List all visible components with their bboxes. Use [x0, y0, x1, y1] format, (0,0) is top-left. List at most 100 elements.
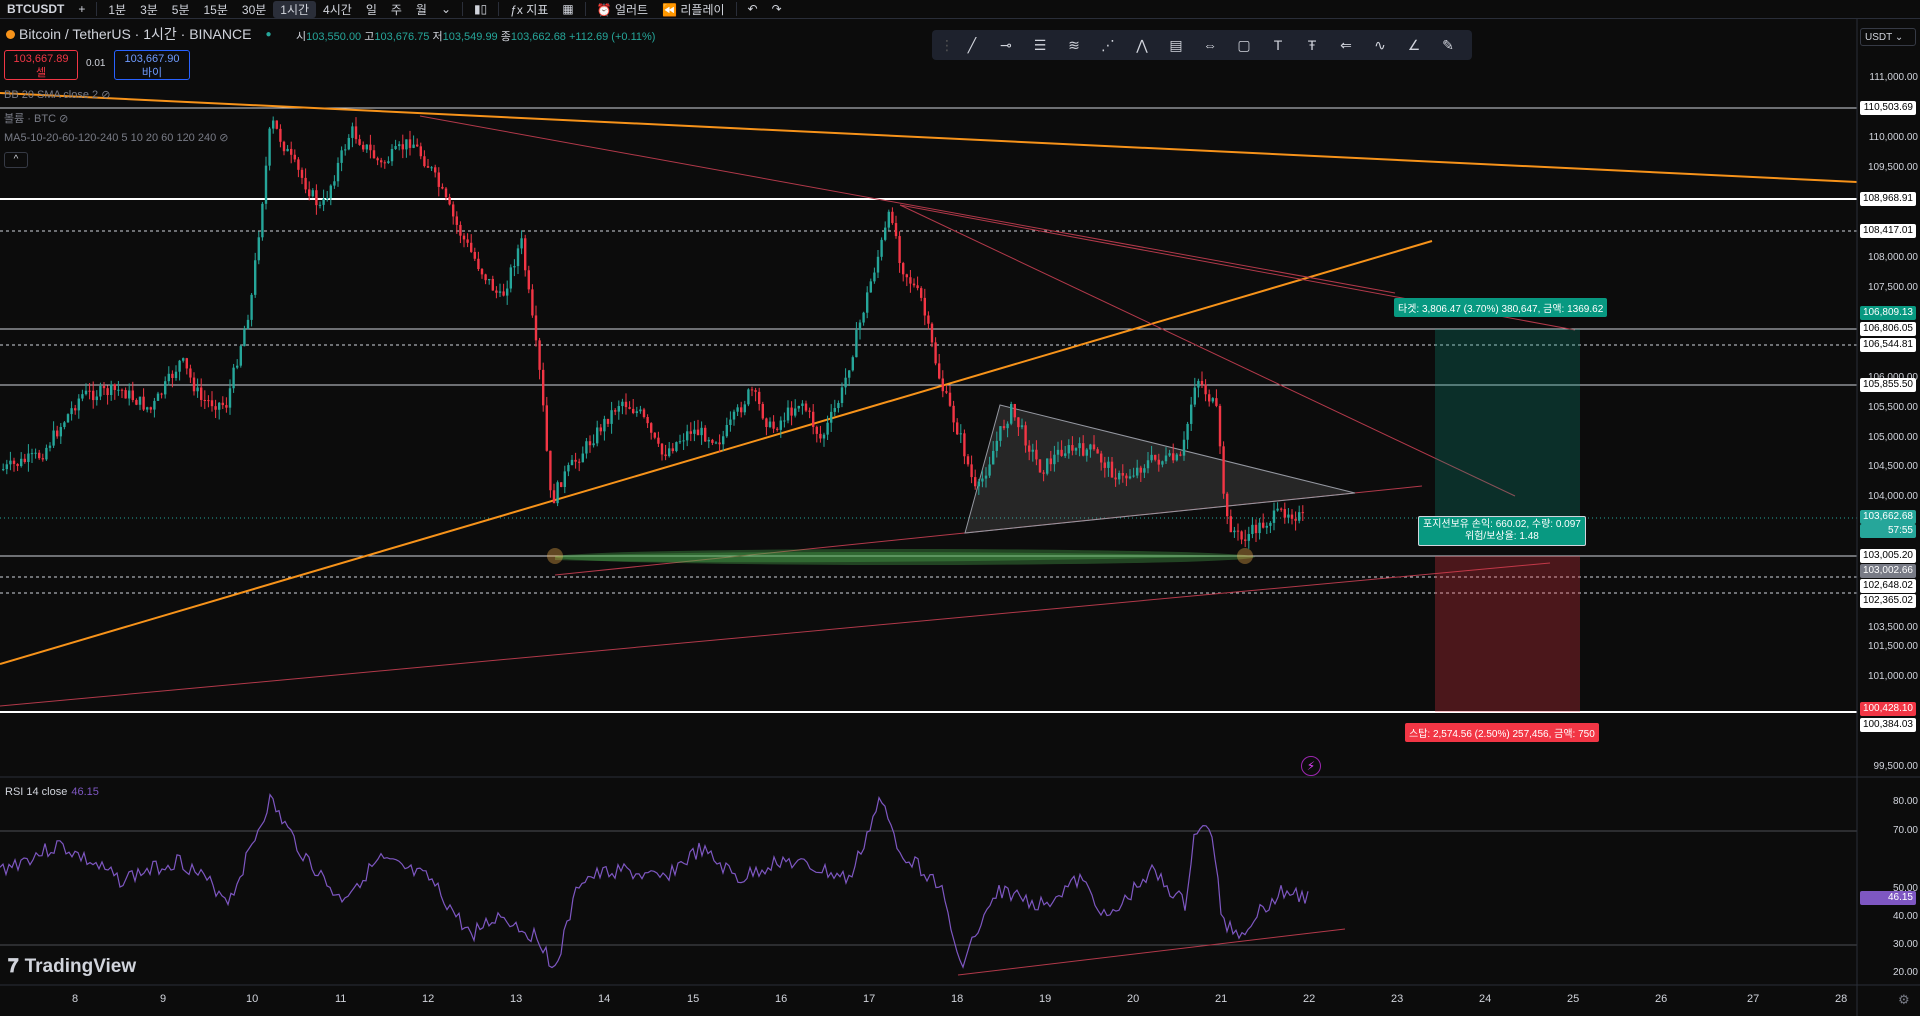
path-icon[interactable]: ∿ [1374, 36, 1386, 53]
sell-button[interactable]: 103,667.89 셀 [4, 50, 78, 80]
currency-selector[interactable]: USDT ⌄ [1860, 28, 1916, 46]
interval-1m[interactable]: 1분 [108, 2, 127, 17]
candle-body [689, 431, 692, 434]
alert-button[interactable]: ⏰ 얼러트 [590, 1, 655, 18]
candle-body [1157, 459, 1160, 465]
eye-hidden-icon[interactable]: ⊘ [59, 113, 69, 125]
indicator-ma[interactable]: MA5-10-20-60-120-240 5 10 20 60 120 240 … [4, 131, 229, 144]
horizontal-ray-icon[interactable]: ⊸ [1000, 36, 1012, 53]
stop-label[interactable]: 스탑: 2,574.56 (2.50%) 257,456, 금액: 750 [1405, 723, 1599, 742]
indicators-icon: ƒx [510, 2, 527, 17]
candle-body [1128, 476, 1132, 479]
price-tag: 102,648.02 [1860, 579, 1916, 593]
candle-body [315, 190, 318, 206]
pattern-icon[interactable]: ⋰ [1101, 36, 1115, 53]
drag-handle-icon[interactable]: ⋮ [940, 36, 954, 53]
indicator-volume[interactable]: 볼륨 · BTC ⊘ [4, 110, 68, 126]
candle-body [1150, 454, 1153, 461]
candle-body [797, 405, 800, 409]
candle-body [178, 360, 181, 372]
interval-4h[interactable]: 4시간 [323, 2, 352, 17]
candle-body [1222, 446, 1225, 494]
candle-body [542, 369, 545, 406]
candle-body [412, 144, 415, 148]
high-value: 103,676.75 [374, 31, 430, 43]
candle-body [1215, 398, 1218, 406]
candle-body [819, 433, 822, 439]
candle-body [884, 227, 887, 240]
candle-body [873, 272, 876, 282]
interval-15m[interactable]: 15분 [203, 2, 228, 17]
candle-body [92, 390, 95, 401]
symbol-search[interactable]: BTCUSDT [7, 2, 65, 16]
interval-1h[interactable]: 1시간 [273, 0, 317, 18]
candle-body [452, 204, 455, 217]
target-label[interactable]: 타겟: 3,806.47 (3.70%) 380,647, 금액: 1369.6… [1394, 298, 1608, 317]
candle-body [52, 430, 55, 446]
candle-body [34, 452, 37, 454]
redo-icon[interactable]: ↷ [771, 2, 782, 16]
candle-body [246, 319, 250, 329]
candle-body [977, 481, 980, 487]
rsi-legend[interactable]: RSI 14 close 46.15 [5, 786, 99, 798]
gann-icon[interactable]: ▤ [1169, 36, 1183, 53]
candle-body [876, 256, 880, 273]
indicator-bb[interactable]: BB 20 SMA close 2 ⊘ [4, 88, 110, 101]
candle-body [995, 440, 998, 451]
undo-icon[interactable]: ↶ [747, 2, 758, 16]
candle-body [1168, 453, 1171, 456]
candle-body [102, 385, 106, 389]
date-label: 23 [1391, 993, 1404, 1005]
top-toolbar: BTCUSDT + 1분 3분 5분 15분 30분 1시간 4시간 일 주 월… [0, 0, 1920, 19]
candle-body [1236, 530, 1240, 532]
interval-3m[interactable]: 3분 [140, 2, 158, 17]
interval-30m[interactable]: 30분 [241, 2, 267, 17]
rsi-axis[interactable]: 80.00 70.00 50.00 40.00 30.00 20.00 [1857, 0, 1920, 986]
candle-body [311, 190, 314, 197]
settings-gear-icon[interactable]: ⚙ [1898, 992, 1910, 1007]
trend-line-icon[interactable]: ╱ [967, 36, 977, 53]
lightning-icon[interactable]: ⚡ [1301, 756, 1321, 776]
price-axis[interactable]: 111,000.00 110,000.00 109,500.00 108,000… [1857, 30, 1920, 1016]
zone-marker-right [1237, 548, 1253, 564]
templates-icon[interactable]: ▦ [562, 2, 574, 16]
eye-hidden-icon[interactable]: ⊘ [219, 132, 229, 144]
date-range-icon[interactable]: ⇔ [1203, 37, 1217, 53]
angle-icon[interactable]: ∠ [1407, 36, 1421, 53]
candle-body [426, 166, 430, 168]
text-note-icon[interactable]: Ŧ [1307, 37, 1317, 53]
date-label: 21 [1215, 993, 1228, 1005]
candle-body [988, 464, 991, 476]
eye-hidden-icon[interactable]: ⊘ [101, 89, 111, 101]
collapse-legend-button[interactable]: ^ [4, 152, 28, 168]
brush-icon[interactable]: ✎ [1442, 36, 1454, 53]
arrow-marker-icon[interactable]: ⇐ [1340, 36, 1352, 53]
alert-icon: ⏰ [596, 2, 615, 17]
add-symbol-button[interactable]: + [78, 2, 86, 16]
fib-retracement-icon[interactable]: ≋ [1068, 36, 1080, 53]
position-info-label[interactable]: 포지션보유 손익: 660.02, 수량: 0.097 위험/보상율: 1.48 [1418, 516, 1586, 546]
candle-body [416, 144, 419, 147]
chart-legend-title[interactable]: Bitcoin / TetherUS · 1시간 · BINANCE ● [6, 24, 272, 44]
parallel-channel-icon[interactable]: ☰ [1033, 36, 1047, 53]
candle-body [1125, 475, 1128, 479]
candle-body [898, 236, 901, 264]
candle-body [239, 346, 242, 366]
candle-body [376, 158, 379, 161]
candle-type-icon[interactable]: ▮▯ [474, 2, 488, 16]
tradingview-logo[interactable]: 𝟕 TradingView [8, 956, 136, 978]
xabcd-pattern-icon[interactable]: ⋀ [1136, 36, 1148, 53]
buy-button[interactable]: 103,667.90 바이 [114, 50, 190, 80]
interval-5m[interactable]: 5분 [171, 2, 190, 17]
indicators-button[interactable]: ƒx 지표 [503, 1, 555, 18]
candle-body [401, 144, 404, 150]
replay-button[interactable]: ⏪ 리플레이 [655, 1, 731, 18]
interval-1w[interactable]: 주 [390, 2, 402, 17]
text-icon[interactable]: T [1273, 37, 1283, 53]
chevron-down-icon[interactable]: ⌄ [440, 2, 452, 16]
interval-1d[interactable]: 일 [365, 2, 377, 17]
rectangle-icon[interactable]: ▢ [1237, 36, 1251, 53]
interval-1mo[interactable]: 월 [415, 2, 427, 17]
candle-body [974, 477, 977, 487]
